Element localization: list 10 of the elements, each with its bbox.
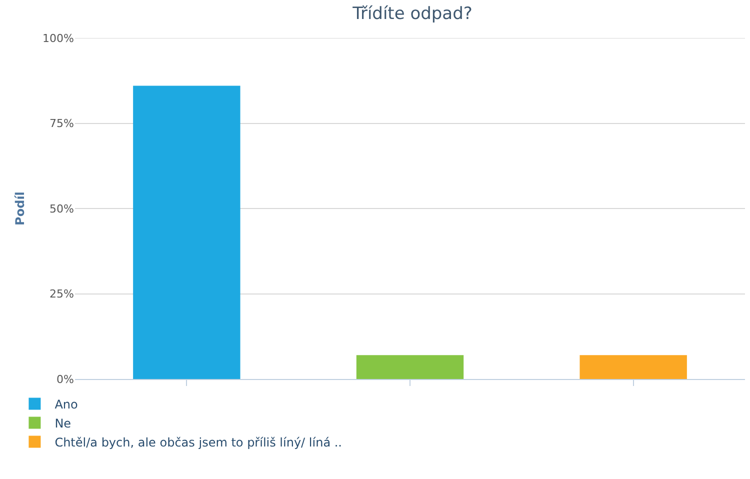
legend-label: Ano: [54, 397, 78, 412]
y-tick-label: 25%: [50, 288, 74, 301]
y-tick-label: 100%: [42, 32, 74, 45]
legend-label: Chtěl/a bych, ale občas jsem to příliš líný/ líná ..: [54, 435, 342, 450]
y-tick-label: 0%: [56, 372, 74, 386]
chart-title: Třídíte odpad?: [352, 4, 472, 24]
legend-label: Ne: [54, 416, 72, 430]
y-tick-label: 75%: [50, 117, 74, 130]
y-axis-title: Podíl: [12, 192, 27, 226]
y-tick-label: 50%: [50, 202, 74, 216]
